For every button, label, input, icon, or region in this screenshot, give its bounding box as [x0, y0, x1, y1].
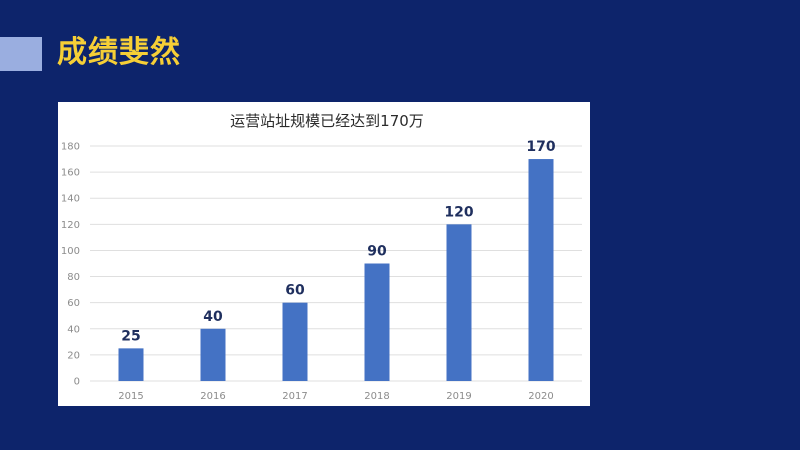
slide-title: 成绩斐然 — [57, 35, 181, 70]
chart-panel: 运营站址规模已经达到170万 0 20 40 60 80 100 120 140 160 180 … — [58, 102, 590, 406]
y-tick-label: 0 — [74, 377, 80, 388]
data-label: 170 — [526, 139, 555, 155]
bar-2015 — [118, 348, 144, 381]
y-tick-label: 100 — [61, 246, 80, 257]
x-tick-label: 2020 — [528, 391, 553, 402]
y-tick-label: 60 — [67, 298, 80, 309]
y-tick-label: 20 — [67, 350, 80, 361]
y-tick-label: 140 — [61, 194, 80, 205]
x-tick-label: 2016 — [200, 391, 225, 402]
bar-2017 — [282, 302, 308, 381]
data-labels: 25 40 60 90 120 170 — [121, 139, 556, 344]
y-tick-label: 160 — [61, 168, 80, 179]
y-tick-label: 180 — [61, 142, 80, 153]
gridlines — [90, 145, 582, 382]
bar-chart: 运营站址规模已经达到170万 020406080100120140160180 … — [61, 112, 582, 402]
bar-2016 — [200, 328, 226, 381]
x-axis-ticks: 2015 2016 2017 2018 2019 2020 — [118, 391, 553, 402]
data-label: 40 — [203, 309, 223, 325]
data-label: 60 — [285, 283, 305, 299]
bar-2020 — [528, 159, 554, 381]
title-accent-block — [0, 37, 42, 71]
chart-title: 运营站址规模已经达到170万 — [230, 112, 424, 130]
bar-2018 — [364, 263, 390, 381]
x-tick-label: 2017 — [282, 391, 307, 402]
bars — [118, 159, 554, 381]
x-tick-label: 2018 — [364, 391, 389, 402]
data-label: 25 — [121, 328, 140, 344]
y-tick-label: 120 — [61, 220, 80, 231]
data-label: 120 — [444, 204, 473, 220]
x-tick-label: 2019 — [446, 391, 471, 402]
bar-2019 — [446, 224, 472, 381]
x-tick-label: 2015 — [118, 391, 143, 402]
y-tick-label: 80 — [67, 272, 80, 283]
data-label: 90 — [367, 244, 387, 260]
y-axis-ticks: 0 20 40 60 80 100 120 140 160 180 — [61, 142, 80, 388]
y-tick-label: 40 — [67, 324, 80, 335]
